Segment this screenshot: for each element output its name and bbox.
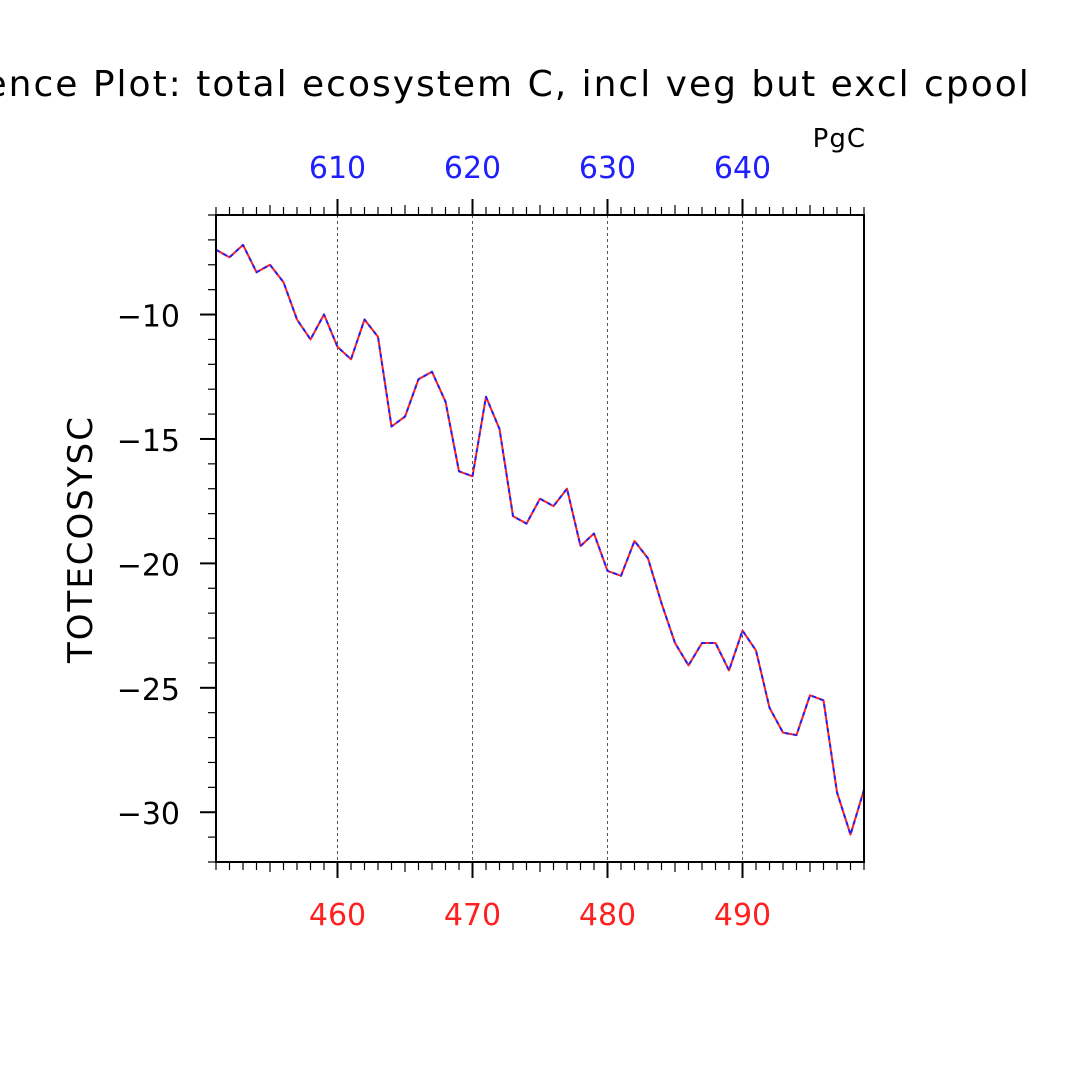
x-bottom-tick-label: 480: [579, 898, 636, 933]
y-axis-label: TOTECOSYSC: [61, 415, 101, 664]
x-top-tick-label: 610: [309, 151, 366, 186]
x-top-tick-label: 620: [444, 151, 501, 186]
chart-title: Difference Plot: total ecosystem C, incl…: [0, 64, 1031, 105]
series-lines: [215, 243, 865, 836]
tick-labels: −30 −25 −20 −15 −10 460 470 480 490 610 620 630 640: [117, 151, 771, 933]
y-tick-label: −20: [117, 548, 180, 583]
x-top-tick-label: 630: [579, 151, 636, 186]
y-tick-label: −10: [117, 300, 180, 335]
grid-lines: [337, 215, 743, 862]
units-label: PgC: [813, 124, 866, 154]
x-bottom-tick-label: 490: [714, 898, 771, 933]
y-tick-label: −15: [117, 424, 180, 459]
x-bottom-tick-label: 460: [309, 898, 366, 933]
x-top-tick-label: 640: [714, 151, 771, 186]
y-tick-label: −25: [117, 673, 180, 708]
y-tick-label: −30: [117, 797, 180, 832]
x-bottom-tick-label: 470: [444, 898, 501, 933]
plot-frame: [215, 214, 865, 863]
series-line: [215, 243, 865, 836]
axis-ticks: [200, 199, 865, 878]
